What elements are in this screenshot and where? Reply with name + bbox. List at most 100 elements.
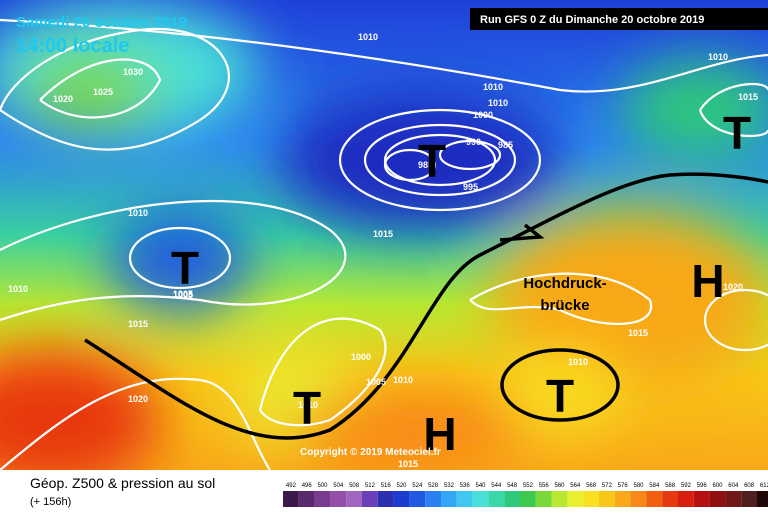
isobar-label: 985 (498, 140, 513, 150)
scale-label: 548 (507, 483, 518, 489)
scale-swatch (393, 491, 410, 507)
isobar-label: 1010 (393, 375, 413, 385)
color-scale: 492 496 500 504 508 512 516 520 524 528 532 536 540 5… (283, 483, 768, 507)
valid-time: Samedi 26 octobre 2019 (16, 14, 187, 31)
scale-swatch (377, 491, 394, 507)
scale-label: 592 (681, 483, 692, 489)
scale-swatch (283, 491, 299, 507)
scale-swatch (599, 491, 615, 507)
scale-swatch (757, 491, 768, 507)
scale-label: 516 (381, 483, 392, 489)
scale-swatch (409, 491, 426, 507)
local-time: 14:00 locale (16, 35, 129, 57)
pressure-center: T (293, 382, 321, 434)
scale-label: 612 (760, 483, 768, 489)
scale-label: 528 (428, 483, 439, 489)
isobar-label: 1010 (358, 32, 378, 42)
scale-swatch (741, 491, 757, 507)
scale-label: 580 (633, 483, 644, 489)
scale-label: 576 (618, 483, 629, 489)
scale-label: 572 (602, 483, 613, 489)
scale-label: 492 (286, 483, 297, 489)
scale-swatch (535, 491, 552, 507)
scale-swatch (662, 491, 678, 507)
field (0, 0, 768, 490)
scale-swatch (456, 491, 473, 507)
scale-label: 520 (396, 483, 407, 489)
isobar-label: 1010 (488, 98, 508, 108)
isobar-label: 1015 (373, 229, 393, 239)
pressure-center: T (723, 107, 751, 159)
scale-swatch (551, 491, 568, 507)
annotation-line: brücke (540, 297, 589, 314)
isobar-label: 1000 (473, 110, 493, 120)
annotation-line: Hochdruck- (523, 275, 606, 292)
scale-label: 556 (539, 483, 550, 489)
scale-swatch (630, 491, 647, 507)
isobar-label: 1010 (483, 82, 503, 92)
copyright: Copyright © 2019 Meteociel.fr (300, 447, 441, 458)
scale-label: 596 (697, 483, 708, 489)
scale-swatch (678, 491, 694, 507)
scale-swatch (362, 491, 378, 507)
isobar-label: 1010 (8, 284, 28, 294)
isobar-label: 1025 (93, 87, 113, 97)
scale-label: 604 (728, 483, 739, 489)
lead-time: (+ 156h) (30, 496, 71, 508)
scale-label: 504 (333, 483, 344, 489)
scale-swatch (583, 491, 599, 507)
isobar-label: 1030 (123, 67, 143, 77)
pressure-center: H (423, 408, 456, 460)
scale-swatch (298, 491, 315, 507)
scale-swatch (488, 491, 505, 507)
isobar-label: 1020 (128, 394, 148, 404)
scale-label: 544 (491, 483, 502, 489)
isobar-label: 1005 (173, 289, 193, 299)
isobar-label: 1010 (298, 400, 318, 410)
scale-label: 560 (554, 483, 565, 489)
scale-label: 524 (412, 483, 423, 489)
isobar-label: 995 (463, 182, 478, 192)
scale-swatch (346, 491, 362, 507)
scale-swatch (472, 491, 489, 507)
scale-label: 552 (523, 483, 534, 489)
scale-swatch (709, 491, 726, 507)
scale-label: 532 (444, 483, 455, 489)
annotation: Hochdruck-brücke (523, 275, 606, 314)
scale-swatch (520, 491, 536, 507)
run-box (470, 8, 768, 30)
scale-swatch (425, 491, 441, 507)
isobar-label: 1010 (568, 357, 588, 367)
scale-label: 496 (302, 483, 313, 489)
pressure-center: H (691, 255, 724, 307)
isobar-label: 1005 (366, 377, 386, 387)
isobar-label: 985 (418, 160, 433, 170)
scale-label: 564 (570, 483, 581, 489)
scale-swatch (504, 491, 520, 507)
ridge-axis (84, 172, 768, 440)
isobar-label: 1010 (708, 52, 728, 62)
isobar-label: 1015 (738, 92, 758, 102)
scale-label: 600 (712, 483, 723, 489)
pressure-centers: T T T T H H T (171, 107, 751, 460)
scale-swatch (614, 491, 631, 507)
scale-swatch (646, 491, 663, 507)
scale-label: 568 (586, 483, 597, 489)
scale-label: 588 (665, 483, 676, 489)
isobar-label: 990 (466, 137, 481, 147)
isobar-label: 1020 (53, 94, 73, 104)
isobar-label: 1010 (128, 208, 148, 218)
scale-label: 508 (349, 483, 360, 489)
isobar-label: 1015 (628, 328, 648, 338)
scale-label: 540 (475, 483, 486, 489)
scale-label: 512 (365, 483, 376, 489)
scale-swatch (314, 491, 331, 507)
scale-swatch (330, 491, 347, 507)
scale-label: 500 (317, 483, 328, 489)
scale-label: 584 (649, 483, 660, 489)
isobar-label: 1015 (128, 319, 148, 329)
footer-title: Géop. Z500 & pression au sol (30, 475, 215, 491)
scale-swatch (693, 491, 710, 507)
isobar-label: 1015 (398, 459, 418, 469)
